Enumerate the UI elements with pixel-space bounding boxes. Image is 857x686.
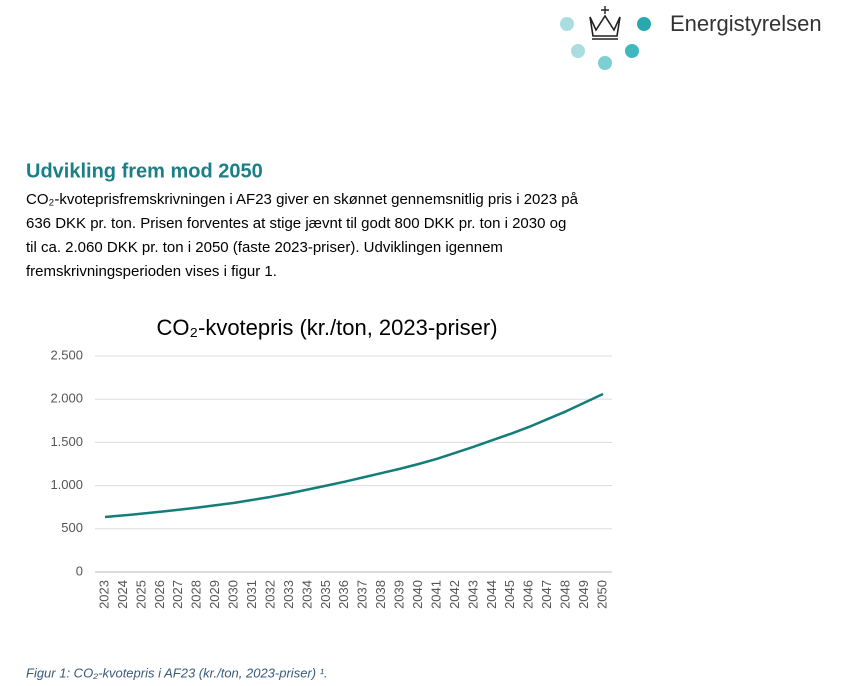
x-tick-label: 2040: [410, 580, 425, 609]
paragraph-line: CO₂-kvoteprisfremskrivningen i AF23 give…: [26, 191, 579, 208]
chart-title: CO₂-kvotepris (kr./ton, 2023-priser): [156, 315, 497, 340]
x-tick-label: 2050: [594, 580, 609, 609]
y-tick-label: 0: [76, 563, 83, 578]
logo-text: Energistyrelsen: [670, 11, 822, 36]
x-tick-label: 2036: [336, 580, 351, 609]
y-tick-label: 2.500: [50, 347, 83, 362]
x-tick-label: 2023: [96, 580, 111, 609]
logo-dot: [625, 44, 639, 58]
paragraph: CO₂-kvoteprisfremskrivningen i AF23 give…: [26, 191, 579, 280]
x-tick-label: 2033: [281, 580, 296, 609]
paragraph-line: til ca. 2.060 DKK pr. ton i 2050 (faste …: [26, 239, 503, 256]
x-tick-label: 2034: [299, 580, 314, 609]
logo-dot: [560, 17, 574, 31]
x-tick-label: 2025: [133, 580, 148, 609]
x-tick-label: 2042: [447, 580, 462, 609]
cross: [601, 6, 609, 14]
y-tick-label: 1.000: [50, 477, 83, 492]
y-tick-label: 1.500: [50, 434, 83, 449]
y-tick-label: 2.000: [50, 391, 83, 406]
x-tick-label: 2031: [244, 580, 259, 609]
x-tick-label: 2041: [428, 580, 443, 609]
crown: [589, 14, 621, 40]
x-tick-label: 2027: [170, 580, 185, 609]
paragraph-line: 636 DKK pr. ton. Prisen forventes at sti…: [26, 215, 566, 232]
x-tick-label: 2032: [262, 580, 277, 609]
x-tick-label: 2028: [189, 580, 204, 609]
logo-dot: [598, 56, 612, 70]
heading: Udvikling frem mod 2050: [26, 160, 263, 182]
x-tick-label: 2035: [318, 580, 333, 609]
y-tick-label: 500: [61, 520, 83, 535]
x-tick-label: 2044: [484, 580, 499, 609]
logo-dot: [571, 44, 585, 58]
x-tick-label: 2049: [576, 580, 591, 609]
x-tick-label: 2043: [465, 580, 480, 609]
logo: Energistyrelsen: [560, 6, 822, 70]
x-tick-label: 2048: [558, 580, 573, 609]
x-tick-label: 2038: [373, 580, 388, 609]
x-tick-label: 2037: [355, 580, 370, 609]
caption: Figur 1: CO₂-kvotepris i AF23 (kr./ton, …: [26, 665, 328, 680]
x-tick-label: 2026: [152, 580, 167, 609]
x-tick-label: 2024: [115, 580, 130, 609]
line-series: [104, 392, 604, 519]
x-tick-label: 2045: [502, 580, 517, 609]
paragraph-line: fremskrivningsperioden vises i figur 1.: [26, 263, 277, 280]
x-tick-label: 2029: [207, 580, 222, 609]
logo-dot: [637, 17, 651, 31]
x-tick-label: 2039: [392, 580, 407, 609]
x-tick-label: 2047: [539, 580, 554, 609]
chart: 0 500 1.000 1.500 2.000 2.500 2023 2024 2025 2026…: [50, 347, 612, 609]
x-tick-label: 2030: [226, 580, 241, 609]
x-tick-label: 2046: [521, 580, 536, 609]
